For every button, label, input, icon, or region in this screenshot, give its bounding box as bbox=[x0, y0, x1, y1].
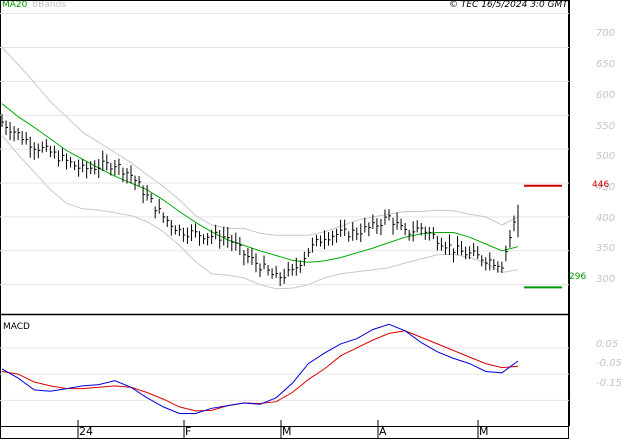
y-tick-label: 500 bbox=[596, 151, 616, 162]
x-tick-label: A bbox=[379, 425, 387, 438]
x-tick-label: M bbox=[479, 425, 489, 438]
macd-y-tick-label: 0.05 bbox=[596, 339, 619, 350]
y-tick-label: 400 bbox=[596, 213, 616, 224]
bband-lower-line bbox=[1, 135, 519, 290]
copyright-text: © TEC 16/5/2024 3:0 GMT bbox=[449, 0, 568, 10]
y-tick-label: 450 bbox=[596, 182, 616, 193]
bbands-legend: BBands bbox=[32, 0, 66, 10]
y-tick-label: 700 bbox=[596, 28, 616, 39]
y-tick-label: 300 bbox=[596, 274, 616, 285]
y-tick-label: 650 bbox=[596, 59, 616, 70]
chart-frame bbox=[0, 0, 569, 439]
ma20-legend: MA20 bbox=[2, 0, 28, 10]
y-tick-label: 350 bbox=[596, 243, 616, 254]
resistance-label: 446 bbox=[592, 180, 610, 190]
macd-line bbox=[1, 323, 519, 414]
support-label: 296 bbox=[569, 272, 587, 282]
macd-y-tick-label: -0.15 bbox=[596, 378, 622, 389]
x-tick-label: 24 bbox=[79, 425, 93, 438]
y-tick-label: 550 bbox=[596, 121, 616, 132]
bband-upper-line bbox=[1, 47, 519, 236]
ma20-line bbox=[1, 103, 519, 263]
x-tick-label: M bbox=[282, 425, 292, 438]
macd-panel-label: MACD bbox=[3, 322, 30, 332]
y-tick-label: 600 bbox=[596, 90, 616, 101]
macd-y-tick-label: -0.05 bbox=[596, 358, 622, 369]
signal-line bbox=[1, 330, 519, 412]
x-tick-label: F bbox=[185, 425, 192, 438]
